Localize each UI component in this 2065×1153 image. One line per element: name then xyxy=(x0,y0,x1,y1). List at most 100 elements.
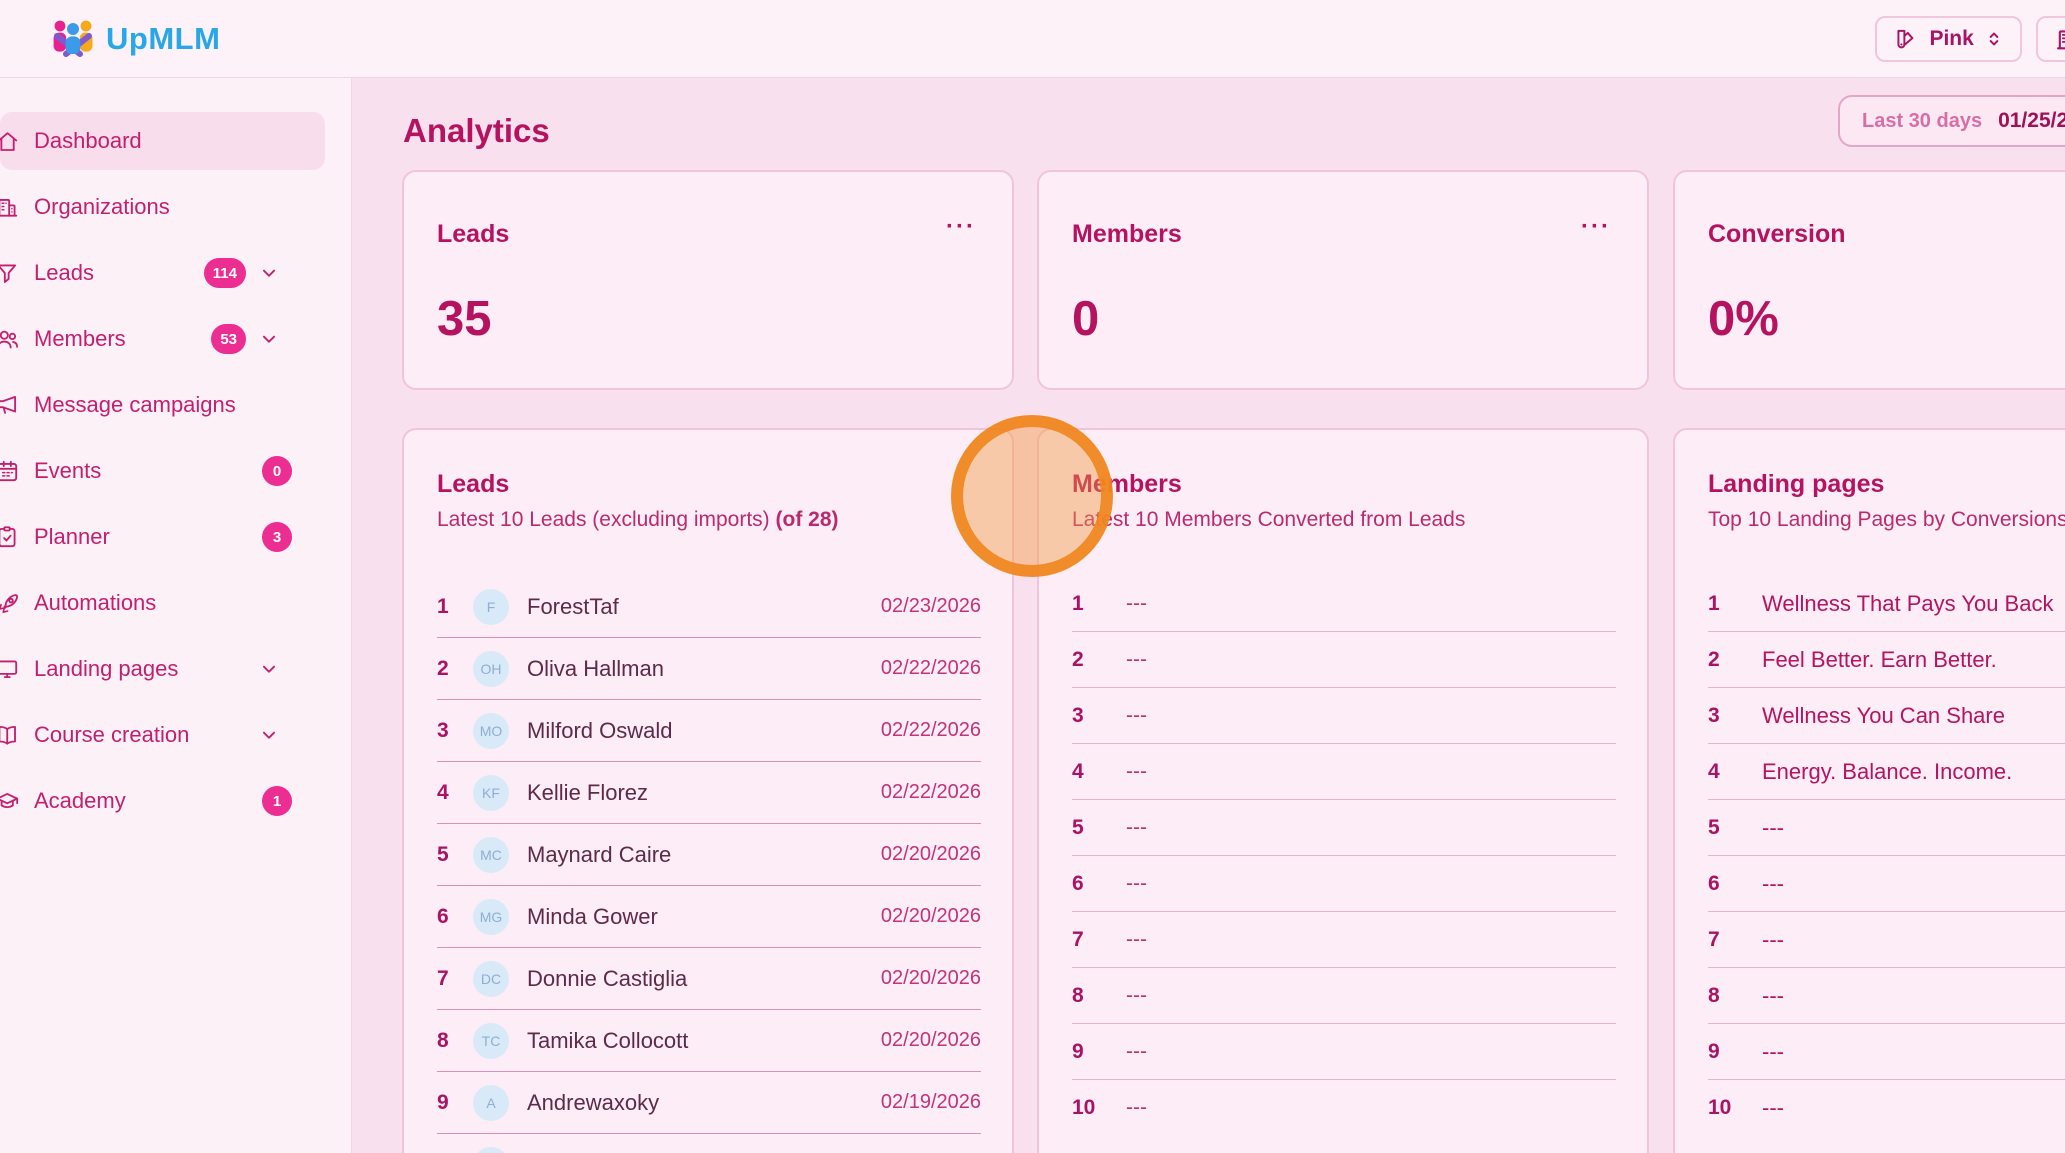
leads-list-card: Leads Latest 10 Leads (excluding imports… xyxy=(402,428,1014,1153)
lead-row[interactable]: 1 F ForestTaf 02/23/2026 xyxy=(437,576,981,638)
megaphone-icon xyxy=(0,392,20,418)
row-rank: 1 xyxy=(437,594,449,618)
landing-page-name: Wellness That Pays You Back xyxy=(1762,590,2054,616)
sidebar-item-label: Planner xyxy=(34,524,110,549)
row-rank: 8 xyxy=(437,1028,449,1052)
member-row[interactable]: 6 --- xyxy=(1072,856,1616,912)
lead-row[interactable]: 6 MG Minda Gower 02/20/2026 xyxy=(437,886,981,948)
member-row[interactable]: 10 --- xyxy=(1072,1080,1616,1135)
lead-date: 02/20/2026 xyxy=(880,1029,981,1051)
chevron-down-icon[interactable] xyxy=(258,262,280,284)
member-row[interactable]: 1 --- xyxy=(1072,576,1616,632)
landing-pages-list-card: Landing pages Top 10 Landing Pages by Co… xyxy=(1673,428,2065,1153)
landing-page-row[interactable]: 6 --- xyxy=(1708,856,2065,912)
row-rank: 9 xyxy=(1708,1039,1720,1063)
member-row[interactable]: 7 --- xyxy=(1072,912,1616,968)
sidebar-item-events[interactable]: Events 0 xyxy=(0,442,325,500)
member-value: --- xyxy=(1126,927,1147,951)
chevron-down-icon[interactable] xyxy=(258,658,280,680)
row-rank: 3 xyxy=(1072,703,1084,727)
app-brand-name: UpMLM xyxy=(106,20,221,56)
app-brand[interactable]: UpMLM xyxy=(50,18,220,60)
row-rank: 2 xyxy=(1708,647,1720,671)
landing-page-row[interactable]: 4 Energy. Balance. Income. xyxy=(1708,744,2065,800)
lead-row[interactable]: 2 OH Oliva Hallman 02/22/2026 xyxy=(437,638,981,700)
organization-selector[interactable]: U xyxy=(2035,15,2065,62)
landing-page-row[interactable]: 3 Wellness You Can Share xyxy=(1708,688,2065,744)
chevron-down-icon[interactable] xyxy=(258,724,280,746)
member-row[interactable]: 3 --- xyxy=(1072,688,1616,744)
row-rank: 3 xyxy=(1708,703,1720,727)
member-value: --- xyxy=(1126,871,1147,895)
lead-row[interactable]: 5 MC Maynard Caire 02/20/2026 xyxy=(437,824,981,886)
sidebar-item-academy[interactable]: Academy 1 xyxy=(0,772,325,830)
row-rank: 9 xyxy=(437,1090,449,1114)
page-title: Analytics xyxy=(403,112,550,150)
list-subtitle-text: Latest 10 Leads (excluding imports) xyxy=(437,508,770,531)
sidebar-item-organizations[interactable]: Organizations xyxy=(0,178,325,236)
member-row[interactable]: 5 --- xyxy=(1072,800,1616,856)
landing-page-row[interactable]: 1 Wellness That Pays You Back xyxy=(1708,576,2065,632)
card-menu-ellipsis[interactable]: ··· xyxy=(1581,213,1611,240)
lead-date: 02/23/2026 xyxy=(880,595,981,617)
sidebar-item-landing-pages[interactable]: Landing pages xyxy=(0,640,325,698)
landing-page-row[interactable]: 2 Feel Better. Earn Better. xyxy=(1708,632,2065,688)
list-subtitle: Latest 10 Members Converted from Leads xyxy=(1072,508,1466,531)
lead-date: 02/20/2026 xyxy=(880,905,981,927)
theme-selector[interactable]: Pink xyxy=(1875,15,2022,62)
lead-name: Maynard Caire xyxy=(527,841,672,867)
list-title: Landing pages xyxy=(1708,470,1885,498)
member-value: --- xyxy=(1126,759,1147,783)
landing-page-row[interactable]: 8 --- xyxy=(1708,968,2065,1024)
date-range-filter[interactable]: Last 30 days 01/25/20 xyxy=(1838,95,2065,147)
row-rank: 6 xyxy=(437,904,449,928)
avatar: TC xyxy=(473,1022,509,1059)
sidebar-item-course-creation[interactable]: Course creation xyxy=(0,706,325,764)
landing-page-name: --- xyxy=(1762,982,1784,1008)
lead-row[interactable]: 10 F ForestTaf 02/16/2026 xyxy=(437,1134,981,1153)
sidebar-item-label: Dashboard xyxy=(34,128,142,153)
avatar: KF xyxy=(473,774,509,811)
lead-date: 02/22/2026 xyxy=(880,781,981,803)
row-rank: 8 xyxy=(1708,983,1720,1007)
card-menu-ellipsis[interactable]: ··· xyxy=(946,213,976,240)
sidebar-item-message-campaigns[interactable]: Message campaigns xyxy=(0,376,325,434)
member-row[interactable]: 4 --- xyxy=(1072,744,1616,800)
row-rank: 10 xyxy=(1072,1095,1096,1119)
sidebar-item-dashboard[interactable]: Dashboard xyxy=(0,112,325,170)
stat-card-title: Members xyxy=(1072,220,1182,248)
lead-name: Oliva Hallman xyxy=(527,655,664,681)
row-rank: 5 xyxy=(1708,815,1720,839)
landing-page-name: --- xyxy=(1762,814,1784,840)
sidebar-item-planner[interactable]: Planner 3 xyxy=(0,508,325,566)
stat-card-value: 0% xyxy=(1708,292,1779,346)
landing-page-row[interactable]: 10 --- xyxy=(1708,1080,2065,1135)
member-row[interactable]: 2 --- xyxy=(1072,632,1616,688)
count-badge: 3 xyxy=(262,522,292,552)
lead-date: 02/20/2026 xyxy=(880,843,981,865)
lead-row[interactable]: 8 TC Tamika Collocott 02/20/2026 xyxy=(437,1010,981,1072)
landing-page-row[interactable]: 5 --- xyxy=(1708,800,2065,856)
buildings-icon xyxy=(0,194,20,220)
lead-row[interactable]: 3 MO Milford Oswald 02/22/2026 xyxy=(437,700,981,762)
member-row[interactable]: 8 --- xyxy=(1072,968,1616,1024)
member-row[interactable]: 9 --- xyxy=(1072,1024,1616,1080)
book-icon xyxy=(0,722,20,748)
home-icon xyxy=(0,128,20,154)
member-value: --- xyxy=(1126,1095,1147,1119)
sidebar-item-automations[interactable]: Automations xyxy=(0,574,325,632)
avatar: A xyxy=(473,1084,509,1121)
landing-page-row[interactable]: 9 --- xyxy=(1708,1024,2065,1080)
lead-row[interactable]: 9 A Andrewaxoky 02/19/2026 xyxy=(437,1072,981,1134)
sidebar-item-members[interactable]: Members 53 xyxy=(0,310,325,368)
funnel-icon xyxy=(0,260,20,286)
lead-row[interactable]: 4 KF Kellie Florez 02/22/2026 xyxy=(437,762,981,824)
lead-row[interactable]: 7 DC Donnie Castiglia 02/20/2026 xyxy=(437,948,981,1010)
landing-page-name: --- xyxy=(1762,870,1784,896)
stat-card-value: 35 xyxy=(437,292,492,346)
sidebar-item-leads[interactable]: Leads 114 xyxy=(0,244,325,302)
landing-page-row[interactable]: 7 --- xyxy=(1708,912,2065,968)
landing-page-name: --- xyxy=(1762,926,1784,952)
chevron-down-icon[interactable] xyxy=(258,328,280,350)
